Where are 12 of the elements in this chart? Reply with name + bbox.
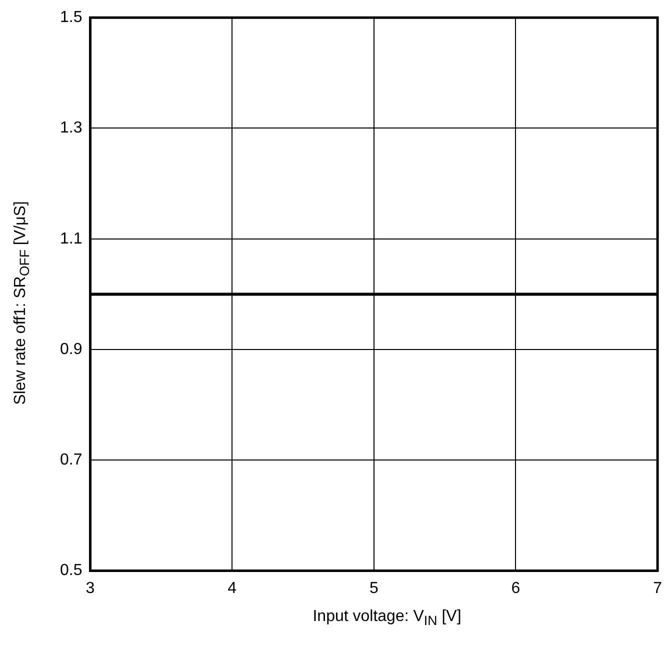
y-tick-label: 1.3 [60,120,82,137]
x-axis-title: Input voltage: V$_{IN}$ [V] [312,608,462,628]
y-tick-label: 1.1 [60,230,82,248]
x-tick-label: 5 [369,580,378,597]
x-tick-label: 4 [228,580,237,597]
y-tick-label: 0.7 [60,452,82,469]
x-tick-label: 3 [86,580,95,597]
y-tick-label: 1.5 [60,9,82,26]
y-tick-label: 0.9 [60,340,82,358]
x-tick-label: 7 [653,580,662,597]
y-tick-label: 0.5 [60,562,82,580]
x-tick-label: 6 [511,580,520,597]
